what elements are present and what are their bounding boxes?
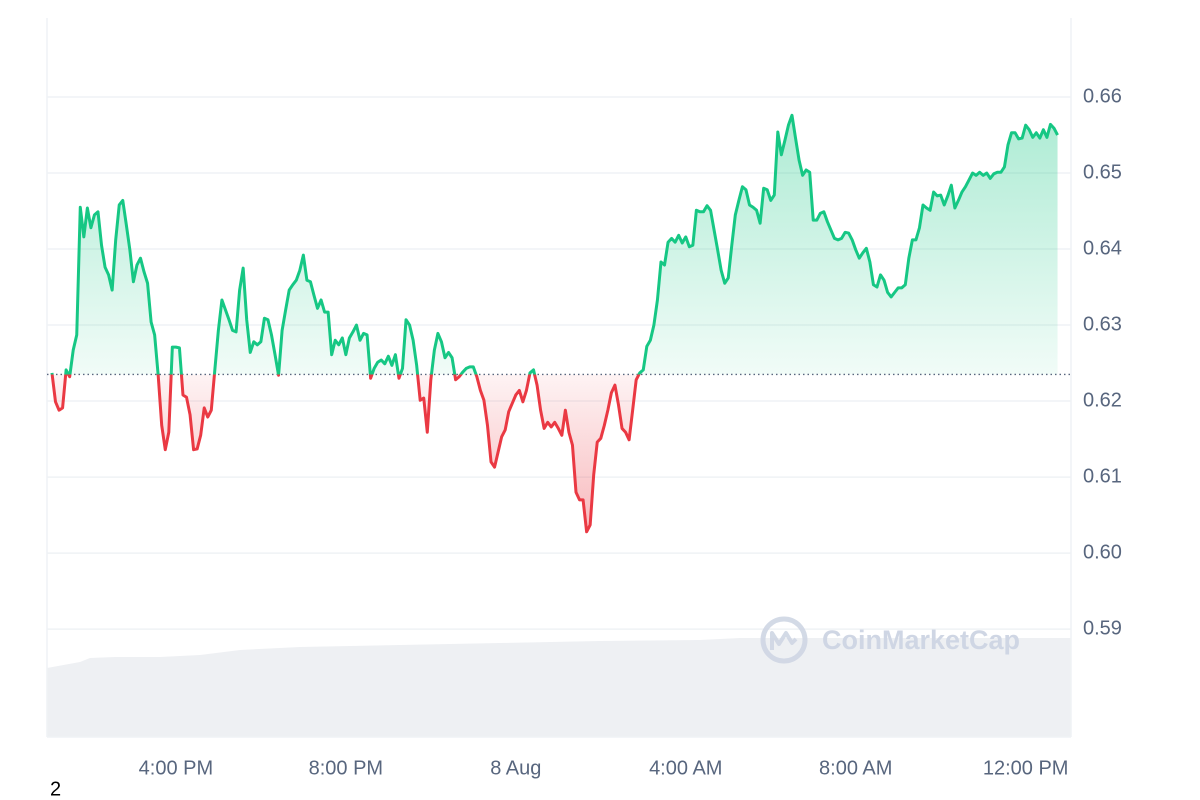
watermark: CoinMarketCap bbox=[822, 625, 1020, 655]
volume-area bbox=[47, 638, 1071, 737]
marks bbox=[47, 113, 1071, 534]
x-tick-label: 8 Aug bbox=[490, 757, 541, 779]
x-tick-label: 8:00 AM bbox=[819, 757, 892, 779]
y-tick-label: 0.64 bbox=[1083, 237, 1122, 259]
x-tick-label: 4:00 PM bbox=[139, 757, 213, 779]
y-tick-label: 0.66 bbox=[1083, 85, 1122, 107]
price-line bbox=[50, 113, 1059, 534]
y-tick-label: 0.60 bbox=[1083, 541, 1122, 563]
x-tick-label: 12:00 PM bbox=[983, 757, 1069, 779]
y-tick-label: 0.63 bbox=[1083, 313, 1122, 335]
y-tick-label: 0.65 bbox=[1083, 161, 1122, 183]
x-tick-label: 4:00 AM bbox=[649, 757, 722, 779]
y-tick-label: 0.61 bbox=[1083, 465, 1122, 487]
annotation: 2 bbox=[50, 778, 61, 800]
y-tick-label: 0.62 bbox=[1083, 389, 1122, 411]
x-tick-label: 8:00 PM bbox=[309, 757, 383, 779]
y-tick-label: 0.59 bbox=[1083, 617, 1122, 639]
watermark-logo bbox=[760, 616, 808, 664]
price-area bbox=[51, 115, 1058, 532]
